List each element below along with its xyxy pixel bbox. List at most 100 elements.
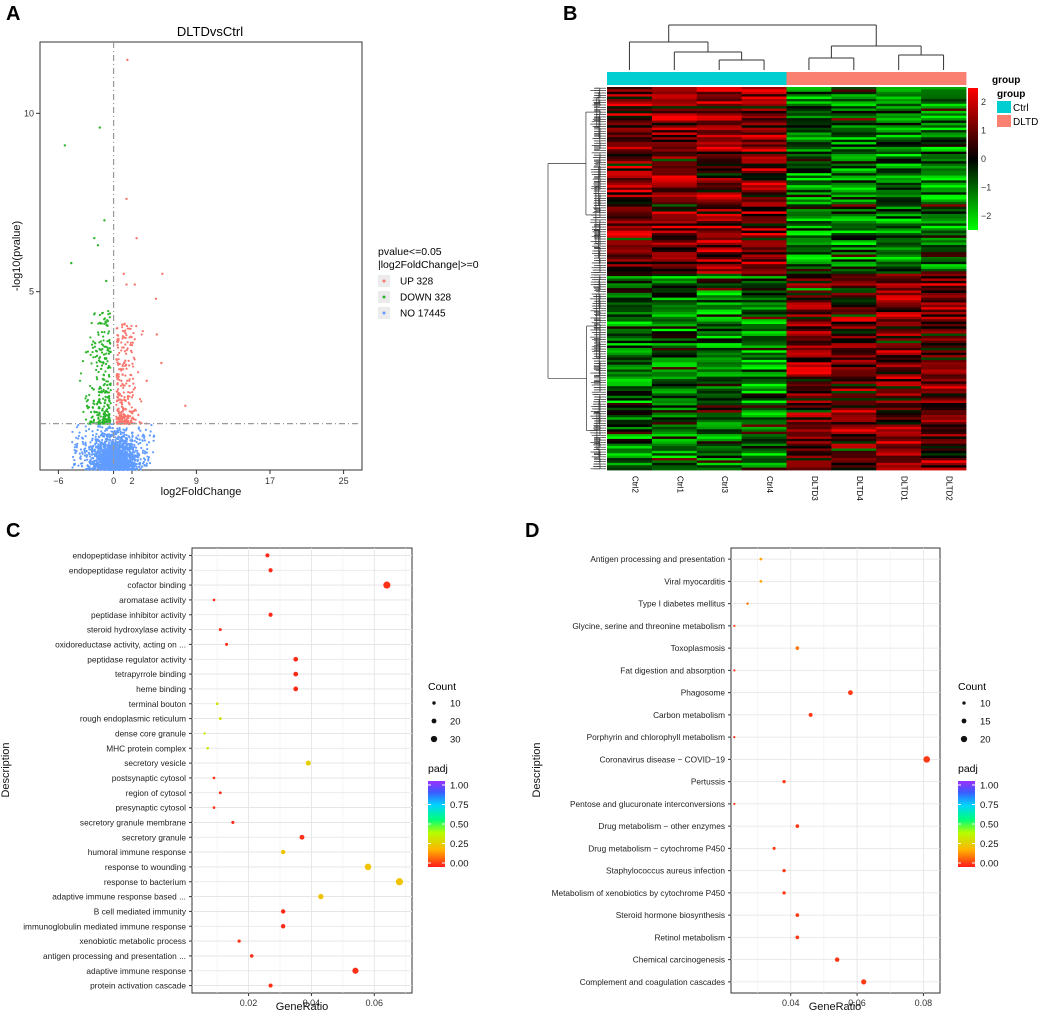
volcano-point-up — [115, 358, 118, 361]
heatmap-cell — [696, 304, 743, 308]
heatmap-cell — [696, 309, 743, 313]
heatmap-cell — [741, 391, 787, 394]
volcano-point-no — [117, 435, 120, 438]
heatmap-cell — [876, 405, 922, 409]
heatmap-cell — [921, 304, 967, 308]
heatmap-cell — [741, 185, 787, 188]
heatmap-cell — [741, 319, 787, 322]
heatmap-cell — [651, 395, 698, 399]
heatmap-cell — [651, 252, 698, 255]
kegg-category-label: Staphylococcus aureus infection — [606, 866, 725, 876]
heatmap-cell — [786, 359, 832, 363]
heatmap-cell — [786, 158, 832, 162]
heatmap-cell — [786, 400, 832, 404]
heatmap-cell — [741, 302, 787, 306]
heatmap-cell — [607, 158, 653, 162]
heatmap-cell — [607, 280, 653, 284]
heatmap-cell — [651, 271, 698, 275]
heatmap-cell — [786, 292, 832, 296]
heatmap-cell — [607, 189, 653, 193]
volcano-point-up — [133, 358, 136, 361]
heatmap-cell — [876, 288, 922, 291]
go-count-legend-dot — [431, 718, 437, 724]
heatmap-cell — [876, 211, 922, 215]
heatmap-cell — [607, 295, 653, 299]
heatmap-cell — [741, 108, 787, 112]
heatmap-cell — [607, 343, 653, 346]
heatmap-cell — [741, 134, 787, 138]
heatmap-cell — [876, 235, 922, 239]
heatmap-cell — [786, 462, 832, 466]
heatmap-cell — [786, 87, 832, 90]
heatmap-cell — [607, 319, 653, 322]
volcano-point-down — [98, 341, 101, 344]
volcano-legend-title-line-1: pvalue<=0.05 — [378, 246, 442, 258]
heatmap-cell — [831, 163, 877, 167]
volcano-point-up — [145, 379, 148, 383]
volcano-point-up — [125, 197, 128, 201]
heatmap-cell — [651, 312, 698, 315]
heatmap-cell — [831, 388, 877, 392]
volcano-point-up — [122, 346, 125, 349]
volcano-point-down — [90, 362, 93, 365]
volcano-point-no — [136, 459, 140, 462]
go-dot — [206, 746, 209, 750]
heatmap-cell — [607, 391, 653, 394]
heatmap-cell — [876, 218, 922, 222]
group-legend-title: group — [997, 89, 1025, 100]
heatmap-cell — [741, 458, 787, 461]
heatmap-cell — [651, 201, 698, 205]
heatmap-cell — [876, 87, 922, 90]
heatmap-cell — [651, 197, 698, 200]
heatmap-cell — [651, 139, 698, 143]
go-x-axis-label: GeneRatio — [276, 1001, 329, 1013]
heatmap-cell — [651, 462, 698, 466]
volcano-point-up — [135, 325, 138, 328]
heatmap-cell — [607, 146, 653, 150]
heatmap-cell — [831, 201, 877, 205]
volcano-point-down — [87, 406, 91, 409]
heatmap-cell — [607, 134, 653, 138]
heatmap-cell — [696, 431, 743, 435]
heatmap-cell — [786, 391, 832, 394]
heatmap-cell — [696, 458, 743, 461]
volcano-point-down — [100, 390, 103, 393]
heatmap-cell — [696, 412, 743, 416]
heatmap-cell — [876, 91, 922, 95]
heatmap-cell — [651, 333, 698, 337]
heatmap-cell — [831, 381, 877, 385]
volcano-point-down — [100, 364, 104, 367]
heatmap-cell — [876, 383, 922, 387]
heatmap-cell — [651, 388, 698, 392]
volcano-point-down — [105, 357, 108, 360]
heatmap-cell — [831, 376, 877, 380]
panel-letter-c: C — [6, 520, 20, 542]
heatmap-cell — [607, 218, 653, 222]
heatmap-cell — [831, 137, 877, 141]
kegg-category-label: Viral myocarditis — [664, 576, 725, 586]
volcano-point-up — [115, 399, 119, 402]
volcano-point-no — [99, 449, 103, 452]
heatmap-cell — [921, 453, 967, 457]
volcano-point-no — [79, 457, 82, 460]
heatmap-cell — [876, 254, 922, 258]
heatmap-cell — [607, 422, 653, 425]
heatmap-cell — [607, 290, 653, 294]
heatmap-cell — [607, 371, 653, 375]
heatmap-cell — [741, 443, 787, 447]
heatmap-cell — [651, 326, 698, 330]
heatmap-cell — [741, 414, 787, 418]
heatmap-cell — [741, 237, 787, 241]
kegg-count-legend-label: 20 — [980, 735, 991, 746]
heatmap-cell — [696, 96, 743, 100]
volcano-point-no — [126, 467, 129, 470]
heatmap-cell — [876, 335, 922, 339]
go-category-label: steroid hydroxylase activity — [87, 625, 187, 635]
heatmap-cell — [876, 113, 922, 117]
heatmap-cell — [831, 91, 877, 95]
heatmap-cell — [921, 252, 967, 255]
heatmap-cell — [696, 278, 743, 282]
go-category-label: endopeptidase inhibitor activity — [73, 550, 187, 560]
heatmap-cell — [786, 393, 832, 397]
heatmap-cell — [607, 89, 653, 93]
